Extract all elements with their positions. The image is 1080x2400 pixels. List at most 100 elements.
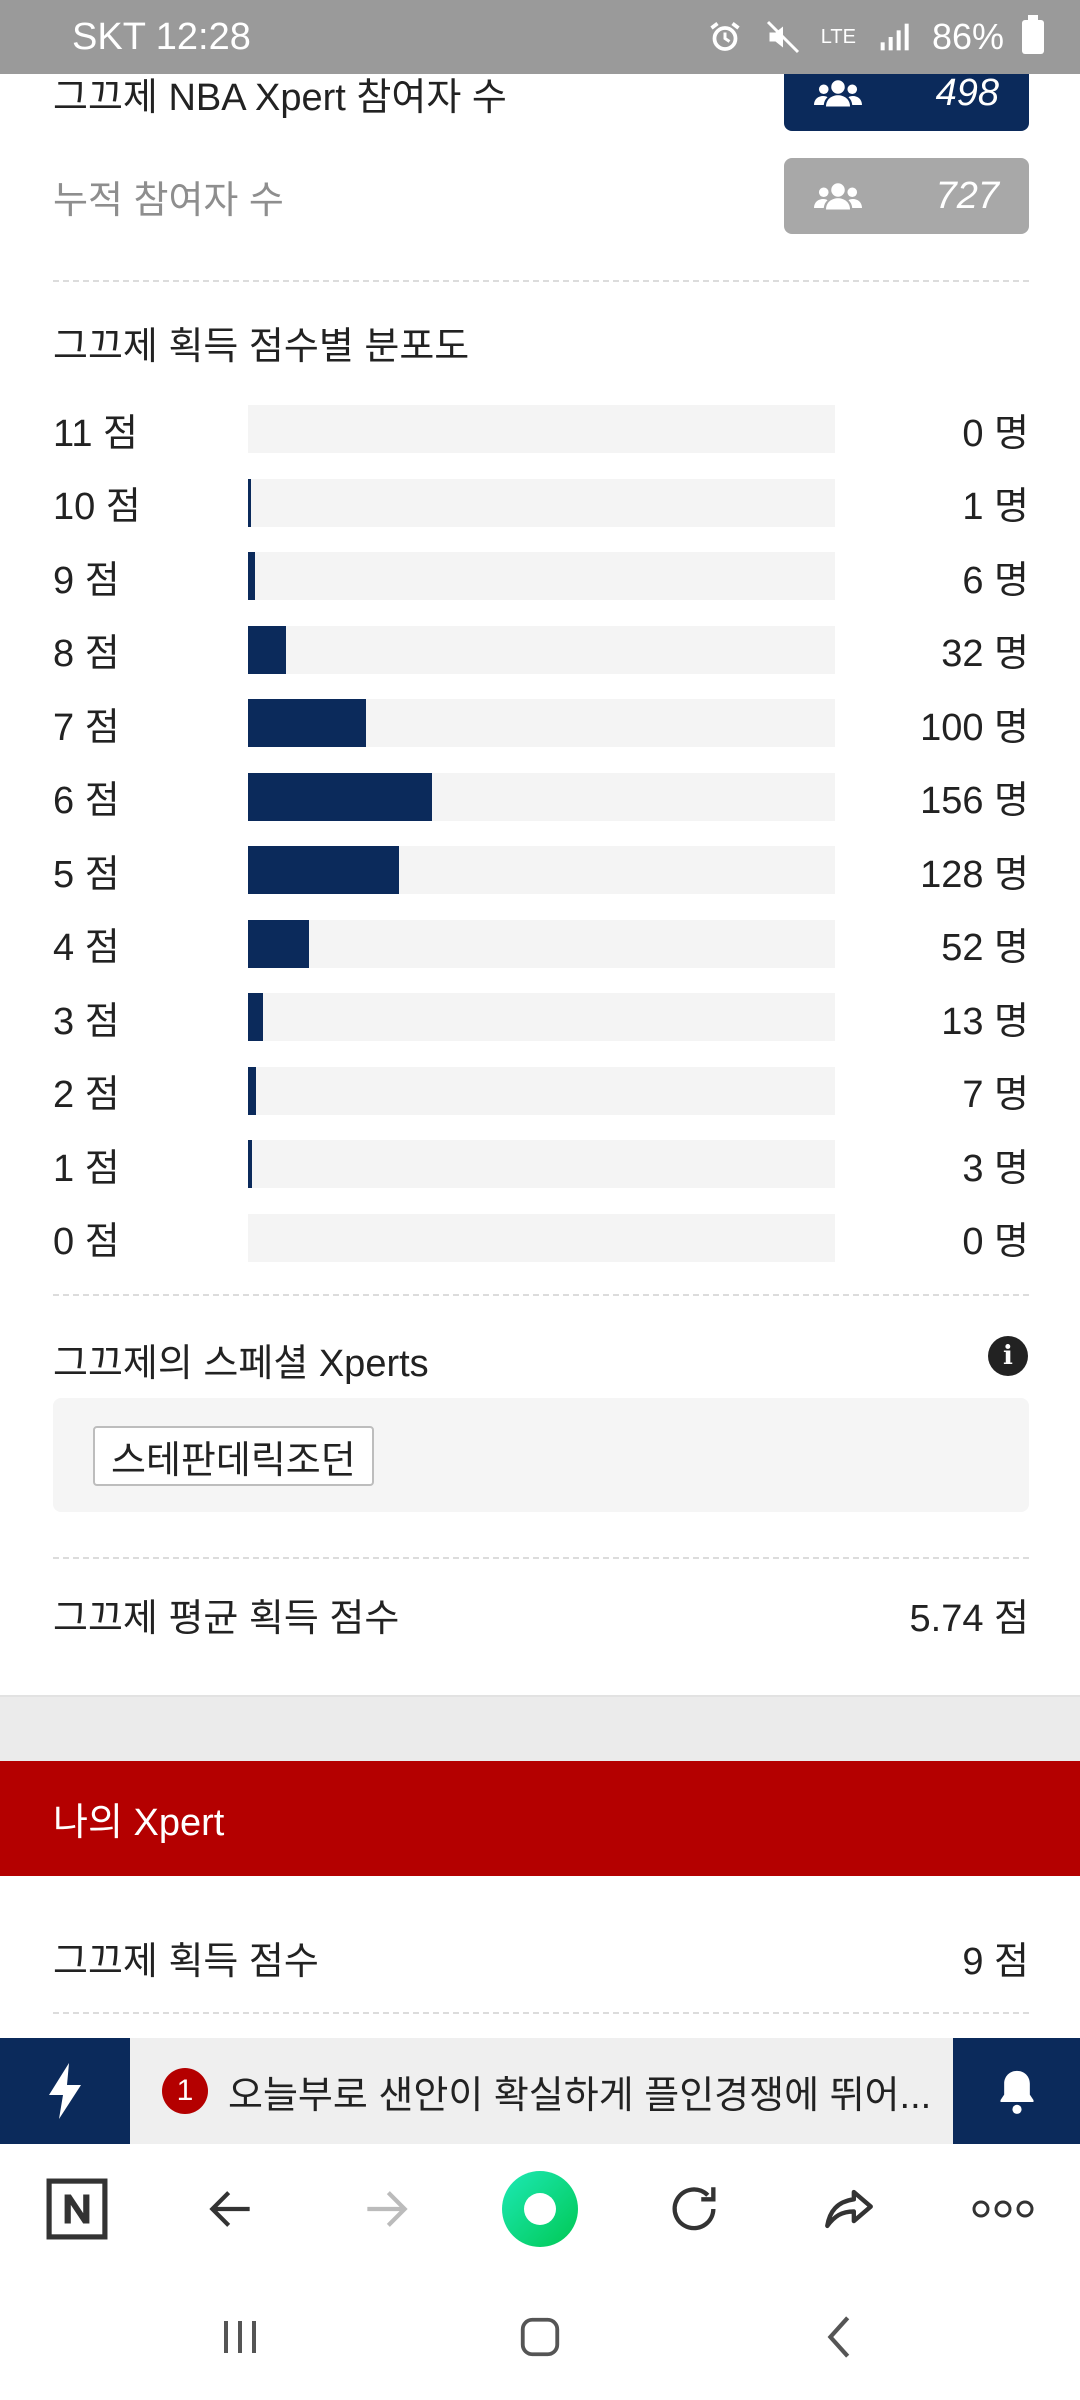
alarm-icon xyxy=(705,17,745,57)
my-score-row: 그끄제 획득 점수 9 점 xyxy=(53,1930,1029,1985)
news-headline-area[interactable]: 1 오늘부로 샌안이 확실하게 플인경쟁에 뛰어... xyxy=(130,2038,953,2144)
count-label: 156 명 xyxy=(920,780,1029,822)
count-label: 13 명 xyxy=(941,1000,1029,1043)
count-label: 1 명 xyxy=(962,486,1029,528)
bar-fill xyxy=(248,552,256,600)
bar-track xyxy=(248,405,835,453)
bar-track xyxy=(248,846,835,894)
info-icon[interactable]: i xyxy=(988,1336,1028,1376)
count-label: 3 명 xyxy=(962,1147,1029,1190)
bar-track xyxy=(248,699,835,747)
news-index-badge: 1 xyxy=(162,2068,208,2114)
system-nav-bar xyxy=(0,2274,1080,2400)
bar-track xyxy=(248,1140,835,1188)
bar-track xyxy=(248,478,835,527)
bolt-icon[interactable] xyxy=(0,2038,130,2144)
bar-fill xyxy=(248,1066,257,1115)
bar-track xyxy=(248,1066,835,1115)
divider xyxy=(53,2012,1029,2014)
special-xpert-chip[interactable]: 스테판데릭조던 xyxy=(93,1426,374,1486)
bar-fill xyxy=(248,478,251,527)
my-score-value: 9 점 xyxy=(962,1941,1029,1983)
cumulative-participants-row: 누적 참여자 수 727 xyxy=(53,158,1029,234)
bar-fill xyxy=(248,699,366,747)
distribution-row: 5 점 128 명 xyxy=(53,846,1029,896)
distribution-row: 7 점 100 명 xyxy=(53,699,1029,749)
cumulative-participants-box: 727 xyxy=(784,158,1029,234)
signal-icon xyxy=(874,17,914,57)
score-label: 1 점 xyxy=(53,1147,120,1190)
score-label: 6 점 xyxy=(53,780,120,822)
distribution-row: 9 점 6 명 xyxy=(53,552,1029,602)
count-label: 6 명 xyxy=(962,559,1029,602)
status-bar: SKT 12:28 LTE 86% xyxy=(0,0,1080,74)
divider xyxy=(53,1557,1029,1559)
cumulative-participants-label: 누적 참여자 수 xyxy=(53,179,284,222)
bar-track xyxy=(248,625,835,674)
people-icon xyxy=(814,183,862,210)
divider xyxy=(53,280,1029,282)
back-arrow-icon[interactable] xyxy=(191,2169,271,2249)
average-score-value: 5.74 점 xyxy=(909,1598,1029,1640)
naver-home-icon[interactable] xyxy=(37,2169,117,2249)
score-label: 9 점 xyxy=(53,559,120,602)
bar-track xyxy=(248,993,835,1041)
share-icon[interactable] xyxy=(809,2169,889,2249)
section-separator xyxy=(0,1695,1080,1763)
bar-fill xyxy=(248,993,264,1041)
distribution-row: 10 점 1 명 xyxy=(53,478,1029,528)
average-score-row: 그끄제 평균 획득 점수 5.74 점 xyxy=(53,1587,1029,1642)
score-label: 7 점 xyxy=(53,706,120,749)
recent-apps-icon[interactable] xyxy=(200,2297,280,2377)
distribution-title: 그끄제 획득 점수별 분포도 xyxy=(53,326,470,368)
distribution-row: 0 점 0 명 xyxy=(53,1213,1029,1263)
news-headline[interactable]: 오늘부로 샌안이 확실하게 플인경쟁에 뛰어... xyxy=(228,2074,932,2117)
network-type: LTE xyxy=(820,25,856,48)
score-label: 11 점 xyxy=(53,412,138,455)
my-score-label: 그끄제 획득 점수 xyxy=(53,1941,319,1983)
bar-track xyxy=(248,919,835,968)
refresh-icon[interactable] xyxy=(654,2169,734,2249)
average-score-label: 그끄제 평균 획득 점수 xyxy=(53,1598,400,1640)
special-xperts-title: 그끄제의 스페셜 Xperts xyxy=(53,1343,429,1385)
count-label: 32 명 xyxy=(941,633,1029,675)
count-label: 100 명 xyxy=(920,706,1029,749)
bar-fill xyxy=(248,846,399,894)
bar-fill xyxy=(248,625,286,674)
bell-icon[interactable] xyxy=(953,2038,1080,2144)
battery-percent: 86% xyxy=(931,16,1004,57)
count-label: 0 명 xyxy=(962,1221,1029,1263)
forward-arrow-icon[interactable] xyxy=(346,2169,426,2249)
bar-fill xyxy=(248,1140,252,1188)
bar-fill xyxy=(248,772,432,821)
cumulative-participants-count: 727 xyxy=(935,174,999,217)
home-icon[interactable] xyxy=(500,2297,580,2377)
browser-toolbar xyxy=(0,2144,1080,2274)
back-nav-icon[interactable] xyxy=(800,2297,880,2377)
count-label: 52 명 xyxy=(941,927,1029,969)
bar-fill xyxy=(248,919,310,968)
green-dot-icon[interactable] xyxy=(500,2169,580,2249)
special-xperts-box: 스테판데릭조던 xyxy=(53,1398,1029,1512)
score-label: 5 점 xyxy=(53,853,120,896)
count-label: 0 명 xyxy=(962,412,1029,455)
distribution-row: 4 점 52 명 xyxy=(53,919,1029,969)
my-xpert-header: 나의 Xpert xyxy=(0,1761,1080,1876)
distribution-row: 1 점 3 명 xyxy=(53,1140,1029,1190)
divider xyxy=(53,1294,1029,1296)
score-label: 0 점 xyxy=(53,1221,120,1263)
battery-icon xyxy=(1022,15,1044,54)
distribution-row: 3 점 13 명 xyxy=(53,993,1029,1043)
count-label: 7 명 xyxy=(962,1074,1029,1116)
score-label: 10 점 xyxy=(53,486,141,528)
distribution-row: 6 점 156 명 xyxy=(53,772,1029,822)
distribution-row: 8 점 32 명 xyxy=(53,625,1029,675)
more-icon[interactable] xyxy=(963,2169,1043,2249)
score-label: 3 점 xyxy=(53,1000,120,1043)
nba-participants-label: 그끄제 NBA Xpert 참여자 수 xyxy=(53,76,507,119)
bar-track xyxy=(248,1213,835,1262)
news-ticker[interactable]: 1 오늘부로 샌안이 확실하게 플인경쟁에 뛰어... xyxy=(0,2038,1080,2144)
count-label: 128 명 xyxy=(920,853,1029,896)
score-label: 2 점 xyxy=(53,1074,120,1116)
bar-track xyxy=(248,552,835,600)
